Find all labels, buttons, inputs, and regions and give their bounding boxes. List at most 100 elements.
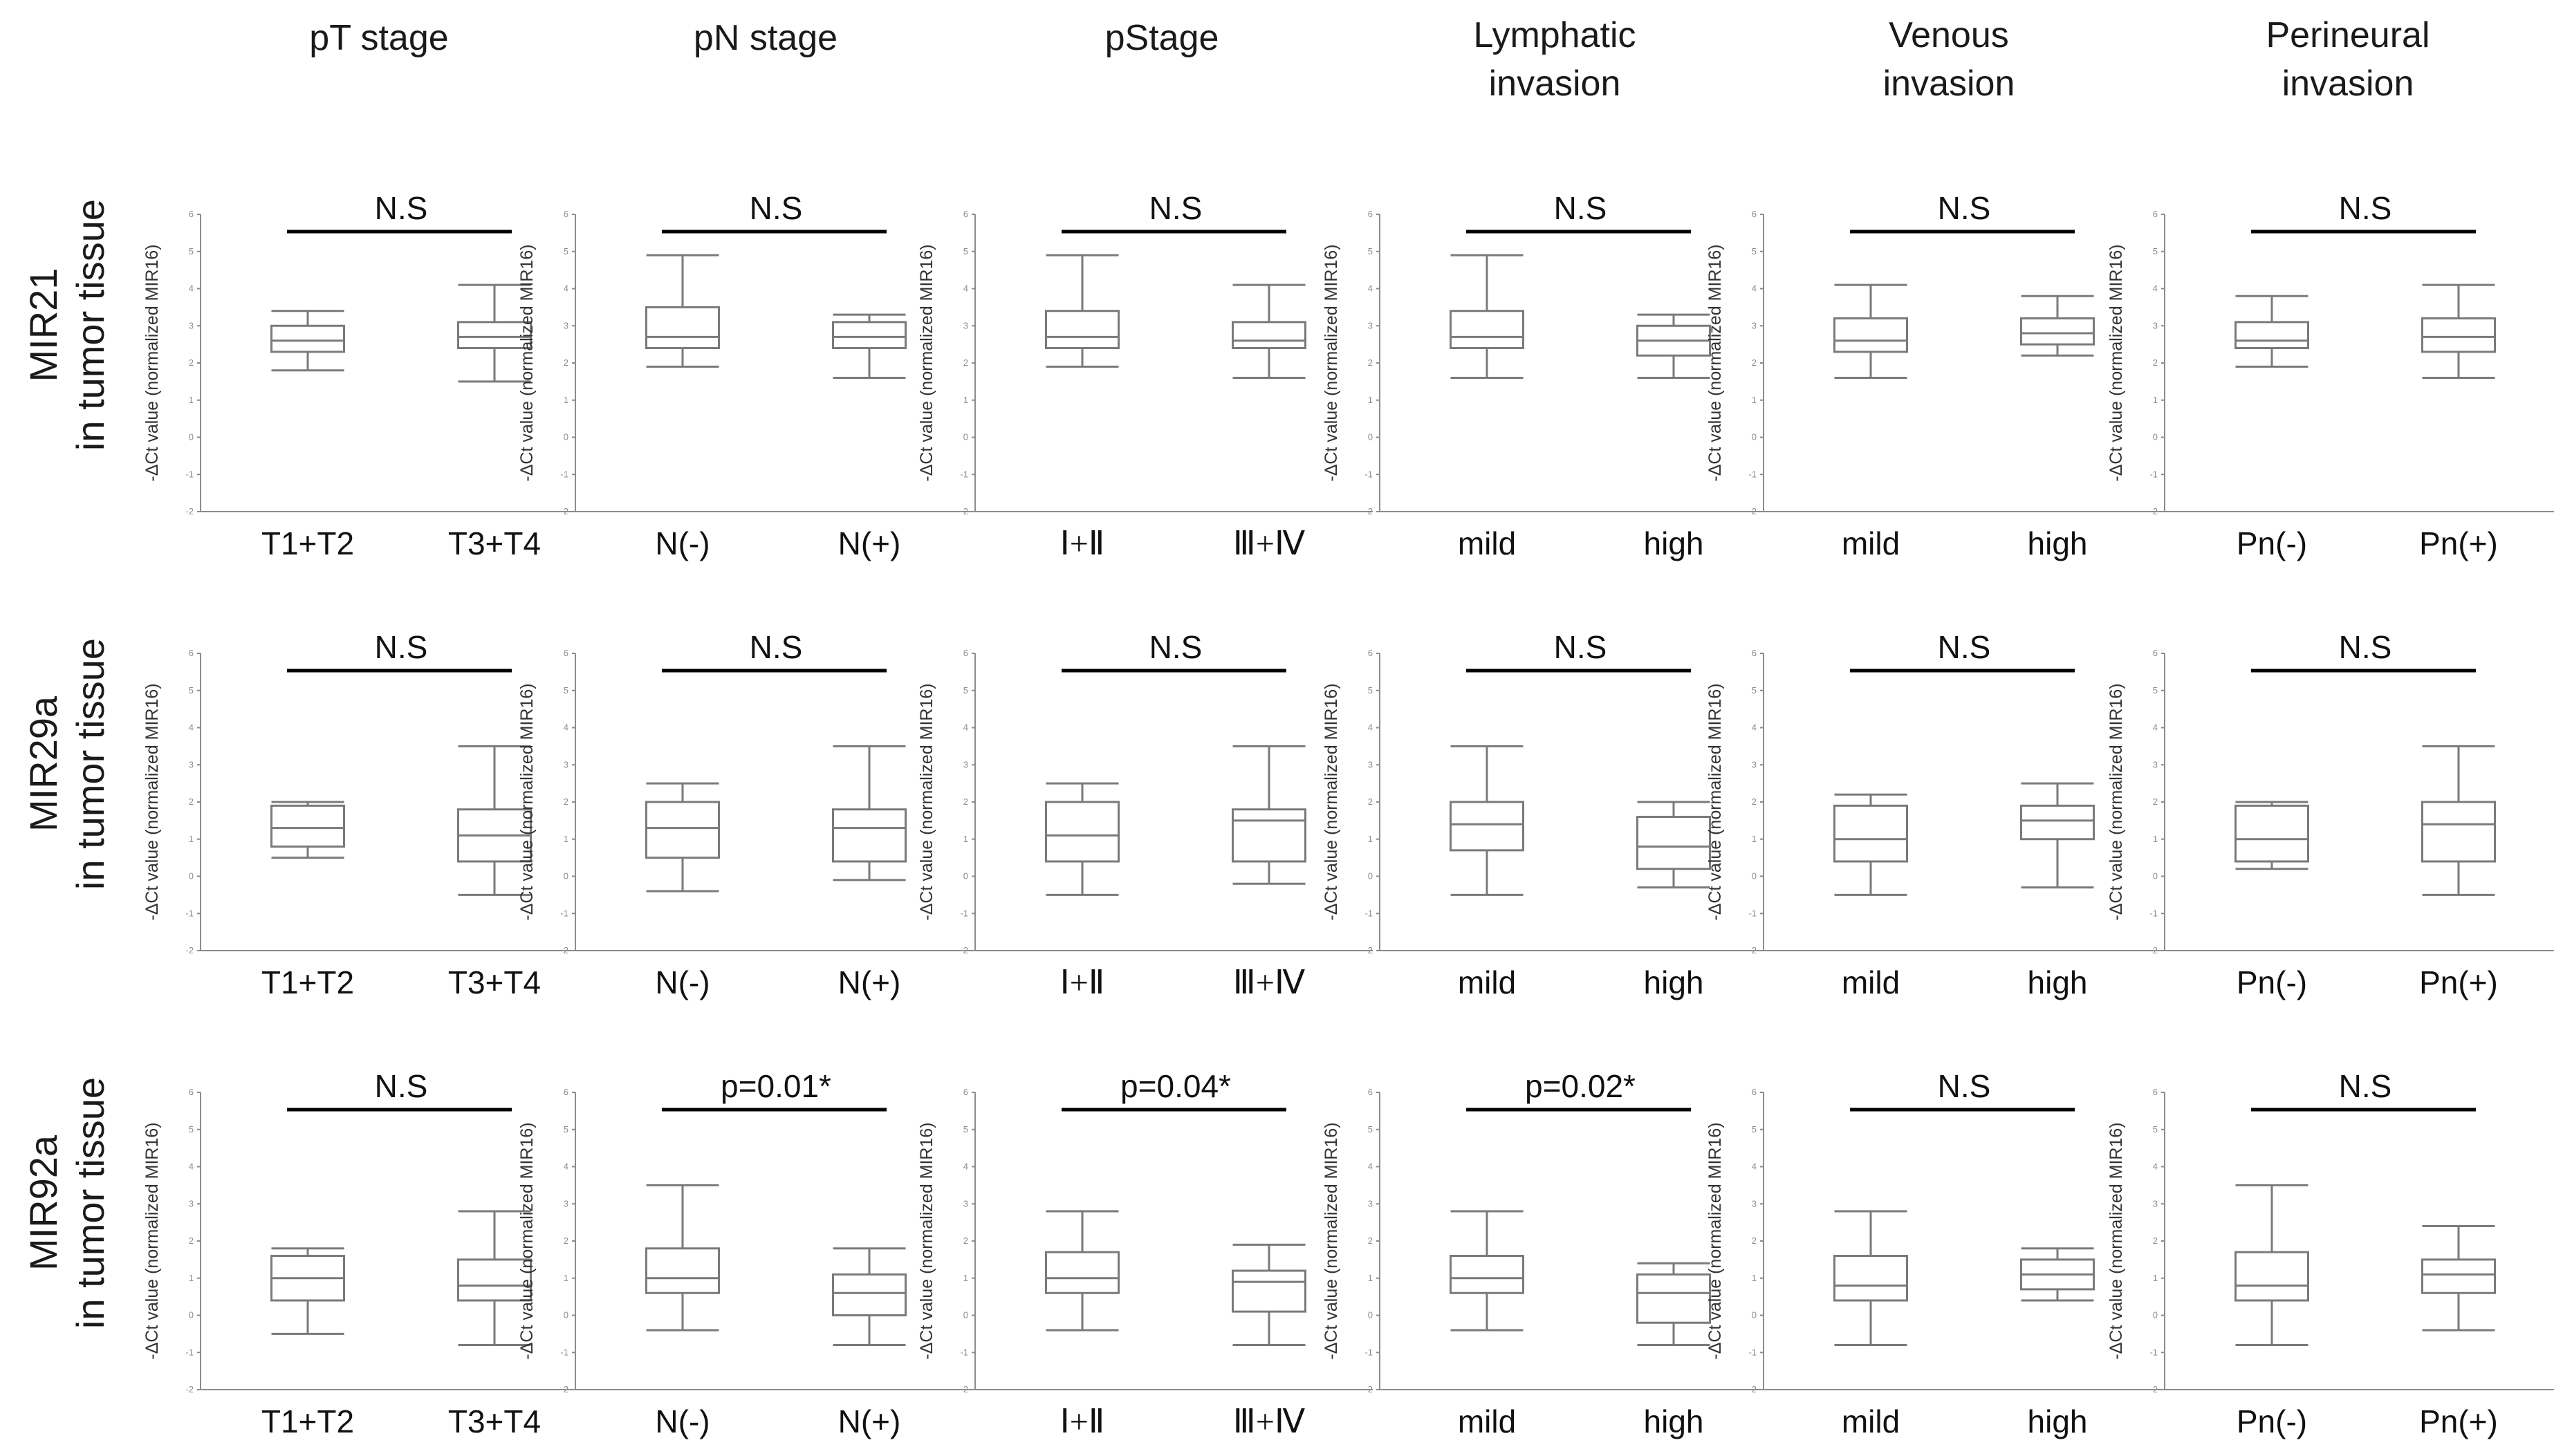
y-tick-label: 0 bbox=[1752, 871, 1757, 881]
y-tick-label: 4 bbox=[189, 722, 194, 733]
axis-lines bbox=[1763, 214, 2161, 512]
panel-r0-c1: 6 5 4 3 2 1 0 -1 -2 -ΔCt value (normalized MIR16)… bbox=[517, 190, 973, 561]
y-tick-label: 5 bbox=[1368, 685, 1373, 696]
y-tick-label: 3 bbox=[1368, 759, 1373, 769]
y-tick-label: -2 bbox=[960, 945, 968, 955]
y-tick-label: 0 bbox=[1752, 1310, 1757, 1320]
iqr-box bbox=[457, 321, 532, 349]
y-tick-label: 6 bbox=[1368, 648, 1373, 658]
y-tick-label: 0 bbox=[1368, 1310, 1373, 1320]
box-0 bbox=[270, 1247, 345, 1335]
y-tick-label: 6 bbox=[1752, 209, 1757, 219]
y-tick-label: 6 bbox=[564, 1087, 568, 1097]
significance-label: p=0.04* bbox=[1120, 1068, 1231, 1104]
category-label-1: T3+T4 bbox=[448, 525, 541, 561]
y-tick-label: 3 bbox=[2153, 1198, 2158, 1208]
axis-lines bbox=[2164, 214, 2554, 512]
box-1 bbox=[832, 313, 907, 379]
y-tick-label: 2 bbox=[189, 1235, 194, 1246]
significance-label: N.S bbox=[2339, 629, 2392, 665]
significance-label: N.S bbox=[1938, 190, 1991, 226]
iqr-box bbox=[2421, 1258, 2496, 1294]
y-tick-label: 2 bbox=[189, 357, 194, 368]
iqr-box bbox=[832, 808, 907, 863]
box-0 bbox=[645, 1184, 720, 1332]
y-tick-label: 3 bbox=[1752, 320, 1757, 330]
y-tick-label: -1 bbox=[185, 1347, 194, 1357]
y-tick-label: -2 bbox=[560, 945, 568, 955]
y-tick-label: 4 bbox=[2153, 722, 2158, 733]
y-tick-label: 6 bbox=[1752, 648, 1757, 658]
panel-r0-c3: 6 5 4 3 2 1 0 -1 -2 -ΔCt value (normalized MIR16)… bbox=[1322, 190, 1777, 561]
column-header-0-line-0: pT stage bbox=[309, 18, 448, 58]
y-tick-label: -1 bbox=[560, 469, 568, 479]
y-tick-label: 5 bbox=[1752, 1124, 1757, 1135]
significance-label: N.S bbox=[1554, 629, 1607, 665]
significance-label: N.S bbox=[1149, 190, 1203, 226]
y-tick-label: 3 bbox=[2153, 320, 2158, 330]
y-tick-label: 4 bbox=[963, 1161, 968, 1172]
column-header-3-line-1: invasion bbox=[1489, 64, 1621, 104]
box-0 bbox=[645, 782, 720, 893]
column-header-5-line-0: Perineural bbox=[2266, 15, 2430, 55]
row-header-0: MIR21 in tumor tissue bbox=[21, 199, 112, 451]
significance-label: N.S bbox=[1554, 190, 1607, 226]
y-tick-label: 3 bbox=[963, 1198, 968, 1208]
y-tick-label: 4 bbox=[2153, 1161, 2158, 1172]
y-tick-label: 3 bbox=[564, 320, 568, 330]
y-tick-label: 5 bbox=[2153, 685, 2158, 696]
category-label-0: mild bbox=[1842, 525, 1900, 561]
box-1 bbox=[2421, 1225, 2496, 1332]
y-tick-label: 1 bbox=[1368, 1273, 1373, 1283]
category-label-1: high bbox=[2028, 1403, 2088, 1439]
y-tick-label: 2 bbox=[1368, 1235, 1373, 1246]
y-tick-label: 0 bbox=[1368, 871, 1373, 881]
iqr-box bbox=[2020, 317, 2095, 346]
y-axis-label: -ΔCt value (normalized MIR16) bbox=[1322, 683, 1341, 920]
y-tick-label: 2 bbox=[564, 357, 568, 368]
y-tick-label: 3 bbox=[189, 1198, 194, 1208]
significance-label: N.S bbox=[375, 1068, 428, 1104]
y-tick-label: 2 bbox=[1752, 796, 1757, 807]
column-header-4-line-0: Venous bbox=[1889, 15, 2009, 55]
y-tick-label: 1 bbox=[189, 1273, 194, 1283]
y-tick-label: -1 bbox=[960, 908, 968, 918]
box-0 bbox=[1045, 254, 1120, 368]
category-label-0: mild bbox=[1842, 964, 1900, 1000]
iqr-box bbox=[2020, 804, 2095, 841]
panel-r2-c4: 6 5 4 3 2 1 0 -1 -2 -ΔCt value (normalized MIR16)… bbox=[1705, 1068, 2161, 1439]
y-tick-label: 2 bbox=[963, 796, 968, 807]
box-0 bbox=[1450, 254, 1524, 379]
y-tick-label: 0 bbox=[189, 1310, 194, 1320]
axis-lines bbox=[974, 653, 1373, 951]
significance-label: N.S bbox=[375, 190, 428, 226]
y-tick-label: -2 bbox=[560, 1384, 568, 1394]
y-axis-label: -ΔCt value (normalized MIR16) bbox=[517, 683, 537, 920]
significance-label: p=0.02* bbox=[1525, 1068, 1636, 1104]
box-1 bbox=[2020, 295, 2095, 357]
y-tick-label: 4 bbox=[963, 283, 968, 294]
y-tick-label: 4 bbox=[564, 722, 568, 733]
y-tick-label: 6 bbox=[963, 1087, 968, 1097]
box-0 bbox=[2234, 1184, 2309, 1346]
y-tick-label: -2 bbox=[1364, 945, 1373, 955]
panel-r0-c5: 6 5 4 3 2 1 0 -1 -2 -ΔCt value (normalized MIR16)… bbox=[2107, 190, 2554, 561]
y-tick-label: -1 bbox=[1364, 908, 1373, 918]
y-tick-label: 1 bbox=[963, 395, 968, 405]
y-tick-label: 4 bbox=[1752, 1161, 1757, 1172]
category-label-1: Ⅲ+Ⅳ bbox=[1233, 964, 1305, 1001]
y-axis-label: -ΔCt value (normalized MIR16) bbox=[1705, 1122, 1725, 1359]
category-label-1: Ⅲ+Ⅳ bbox=[1233, 1403, 1305, 1440]
row-header-1: MIR29a in tumor tissue bbox=[21, 638, 112, 890]
panel-r0-c2: 6 5 4 3 2 1 0 -1 -2 -ΔCt value (normalized MIR16)… bbox=[917, 190, 1373, 562]
y-axis-label: -ΔCt value (normalized MIR16) bbox=[1705, 244, 1725, 481]
row-headers: MIR21 in tumor tissue MIR29a in tumor tissu… bbox=[21, 199, 112, 1329]
y-tick-label: 4 bbox=[963, 722, 968, 733]
y-tick-label: 4 bbox=[1752, 722, 1757, 733]
y-tick-label: 0 bbox=[564, 871, 568, 881]
panel-r1-c1: 6 5 4 3 2 1 0 -1 -2 -ΔCt value (normalized MIR16)… bbox=[517, 629, 973, 1000]
y-tick-label: 6 bbox=[2153, 648, 2158, 658]
y-tick-label: -2 bbox=[1364, 1384, 1373, 1394]
row-header-2: MIR92a in tumor tissue bbox=[21, 1077, 112, 1329]
